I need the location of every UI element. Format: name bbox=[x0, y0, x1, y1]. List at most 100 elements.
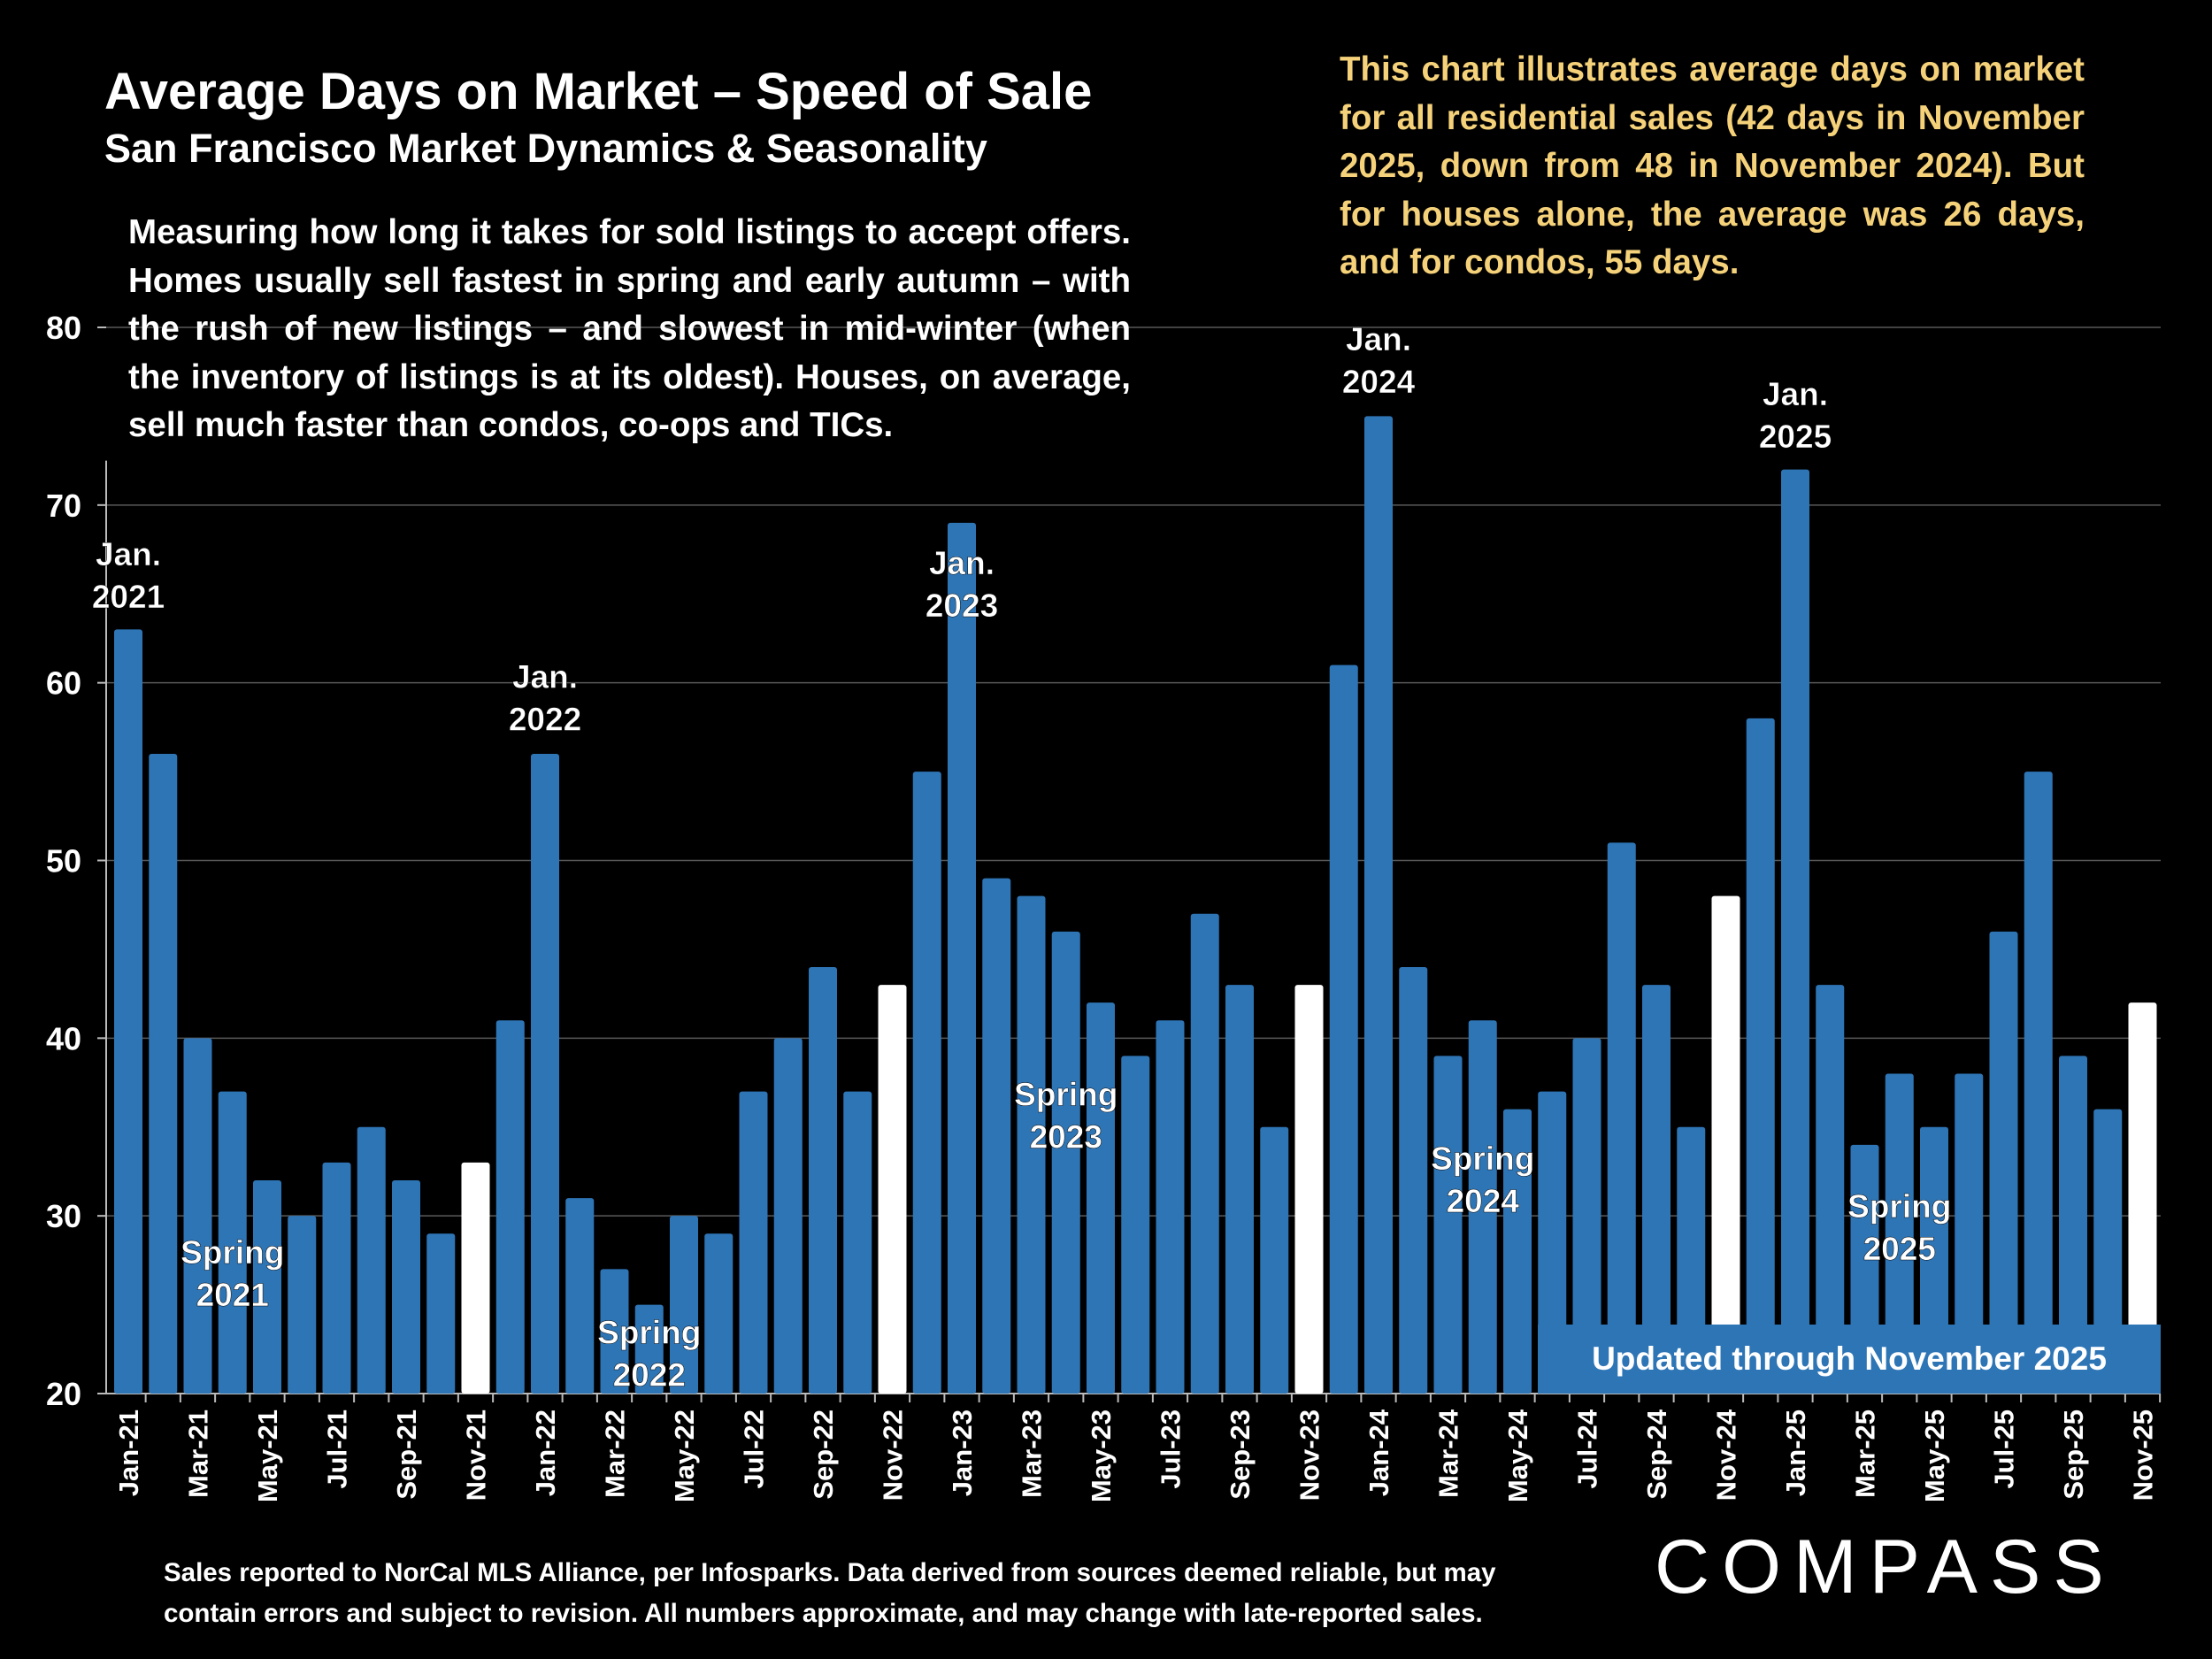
bar-Sep-22 bbox=[809, 967, 837, 1394]
bar-Oct-25 bbox=[2093, 1109, 2123, 1394]
x-tick-label: Nov-23 bbox=[1294, 1409, 1325, 1501]
x-tick-label: Mar-25 bbox=[1850, 1409, 1881, 1498]
x-tick-label: Jul-25 bbox=[1989, 1409, 2020, 1489]
bar-Jul-25 bbox=[1989, 931, 2018, 1394]
note-text: This chart illustrates average days on m… bbox=[1340, 50, 2085, 281]
annotation-label: Spring bbox=[1431, 1141, 1534, 1177]
x-tick-label: Jul-21 bbox=[322, 1409, 353, 1489]
annotation-label: Jan. bbox=[1763, 376, 1828, 412]
annotation-label: 2025 bbox=[1759, 419, 1832, 455]
bar-Aug-25 bbox=[2024, 772, 2053, 1394]
x-tick-label: Sep-23 bbox=[1225, 1409, 1256, 1500]
x-tick-label: Nov-25 bbox=[2128, 1409, 2159, 1501]
bar-Apr-22 bbox=[634, 1304, 664, 1394]
x-tick-label: May-24 bbox=[1502, 1409, 1533, 1502]
y-tick-label: 50 bbox=[46, 843, 81, 879]
annotation-label: 2024 bbox=[1342, 364, 1416, 400]
bar-Dec-22 bbox=[912, 772, 941, 1394]
bar-Jan-22 bbox=[531, 754, 559, 1394]
annotation-label: 2022 bbox=[509, 702, 581, 738]
x-tick-label: Jan-21 bbox=[113, 1409, 144, 1496]
logo-letter: C bbox=[1655, 1525, 1723, 1609]
bar-Dec-21 bbox=[495, 1020, 525, 1394]
bar-Feb-21 bbox=[149, 754, 178, 1394]
annotation-label: Jan. bbox=[512, 659, 578, 695]
x-tick-label: May-22 bbox=[669, 1409, 700, 1502]
annotation-label: Spring bbox=[180, 1234, 284, 1271]
y-tick-label: 60 bbox=[46, 665, 81, 702]
y-tick-label: 80 bbox=[46, 310, 81, 346]
bar-Nov-24 bbox=[1711, 895, 1740, 1394]
bar-Jan-23 bbox=[948, 522, 976, 1394]
y-tick-label: 40 bbox=[46, 1020, 81, 1056]
annotation-label: 2024 bbox=[1447, 1183, 1520, 1219]
x-tick-label: Nov-24 bbox=[1711, 1409, 1742, 1501]
logo-letter: P bbox=[1869, 1525, 1927, 1609]
bar-Apr-25 bbox=[1885, 1073, 1914, 1394]
bar-Jul-23 bbox=[1156, 1020, 1185, 1394]
bar-Feb-25 bbox=[1816, 985, 1845, 1394]
bar-Apr-21 bbox=[218, 1091, 247, 1394]
x-tick-label: Nov-21 bbox=[461, 1409, 492, 1501]
bar-Sep-25 bbox=[2059, 1056, 2087, 1394]
x-tick-label: Sep-22 bbox=[808, 1409, 839, 1500]
x-tick-label: Nov-22 bbox=[878, 1409, 909, 1501]
intro-text: Measuring how long it takes for sold lis… bbox=[128, 213, 1131, 444]
footer-source-note: Sales reported to NorCal MLS Alliance, p… bbox=[164, 1558, 1496, 1628]
x-tick-label: May-21 bbox=[252, 1409, 283, 1502]
x-tick-label: Sep-25 bbox=[2058, 1409, 2089, 1500]
annotation-label: Spring bbox=[1014, 1077, 1118, 1113]
bar-Feb-24 bbox=[1399, 967, 1428, 1394]
x-tick-label: Mar-23 bbox=[1017, 1409, 1048, 1498]
bar-Jan-21 bbox=[114, 629, 142, 1394]
bar-May-23 bbox=[1087, 1002, 1115, 1394]
logo-letter: S bbox=[1990, 1525, 2054, 1609]
bar-Apr-23 bbox=[1051, 931, 1080, 1394]
bar-Jul-21 bbox=[322, 1162, 351, 1394]
annotation-label: Jan. bbox=[929, 545, 995, 581]
bar-Jun-21 bbox=[288, 1216, 317, 1394]
bar-Mar-24 bbox=[1433, 1056, 1463, 1394]
x-tick-label: Jan-25 bbox=[1780, 1409, 1811, 1496]
bar-Jan-24 bbox=[1364, 416, 1393, 1394]
annotation-label: 2025 bbox=[1863, 1231, 1936, 1267]
annotation-label: Spring bbox=[597, 1315, 701, 1351]
logo-letter: M bbox=[1793, 1525, 1870, 1609]
x-tick-label: Jan-23 bbox=[947, 1409, 978, 1496]
bar-Mar-21 bbox=[183, 1038, 212, 1394]
logo-letter: S bbox=[2053, 1525, 2116, 1609]
bar-Aug-22 bbox=[773, 1038, 803, 1394]
x-tick-label: Mar-22 bbox=[600, 1409, 631, 1498]
x-tick-label: Jan-22 bbox=[530, 1409, 561, 1496]
x-tick-label: Sep-21 bbox=[391, 1409, 422, 1500]
annotation-label: 2023 bbox=[926, 588, 998, 624]
x-tick-label: Jul-22 bbox=[739, 1409, 770, 1489]
bar-Mar-22 bbox=[600, 1269, 629, 1394]
compass-logo: COMPASS bbox=[1655, 1524, 2116, 1611]
bar-Oct-22 bbox=[843, 1091, 872, 1394]
bar-Oct-23 bbox=[1260, 1126, 1289, 1394]
bar-Aug-21 bbox=[357, 1126, 386, 1394]
x-tick-label: Jan-24 bbox=[1363, 1409, 1394, 1496]
annotation-label: 2021 bbox=[196, 1277, 269, 1313]
bar-Apr-24 bbox=[1468, 1020, 1497, 1394]
bar-Aug-24 bbox=[1607, 842, 1636, 1394]
bar-May-24 bbox=[1503, 1109, 1532, 1394]
chart-subtitle: San Francisco Market Dynamics & Seasonal… bbox=[104, 126, 987, 171]
y-tick-label: 30 bbox=[46, 1198, 81, 1234]
bar-Oct-21 bbox=[426, 1233, 456, 1394]
bar-Mar-23 bbox=[1017, 895, 1046, 1394]
annotation-label: Jan. bbox=[96, 536, 161, 572]
x-tick-label: May-25 bbox=[1919, 1409, 1950, 1502]
bar-Jul-22 bbox=[739, 1091, 768, 1394]
bar-Nov-21 bbox=[461, 1162, 490, 1394]
annotation-label: Jan. bbox=[1346, 321, 1411, 357]
bar-Feb-23 bbox=[982, 878, 1011, 1394]
bar-Feb-22 bbox=[565, 1198, 595, 1394]
bar-Jan-25 bbox=[1781, 469, 1809, 1394]
chart-title: Average Days on Market – Speed of Sale bbox=[104, 63, 1093, 120]
bar-Sep-21 bbox=[392, 1180, 420, 1394]
y-tick-label: 70 bbox=[46, 488, 81, 524]
bar-May-21 bbox=[253, 1180, 281, 1394]
